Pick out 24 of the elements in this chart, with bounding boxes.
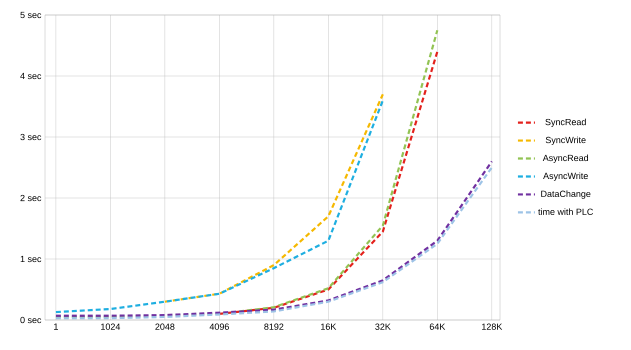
y-tick-label: 1 sec (20, 256, 42, 262)
y-tick-label: 2 sec (20, 194, 42, 202)
y-tick-label: 3 sec (20, 134, 42, 140)
x-tick-label: 2048 (155, 324, 174, 330)
y-tick-label: 4 sec (20, 72, 42, 80)
legend-label: AsyncRead (542, 154, 588, 163)
x-tick-label: 8192 (264, 324, 284, 330)
x-tick-label: 1 (54, 324, 58, 330)
legend-label: SyncRead (545, 118, 586, 127)
x-tick-label: 1024 (101, 324, 120, 330)
line-series (54, 99, 384, 314)
x-tick-label: 128K (482, 324, 502, 330)
legend-label: DataChange (541, 190, 590, 199)
x-tick-label: 16K (321, 324, 336, 330)
x-tick-label: 64K (430, 324, 446, 330)
x-tick-label: 32K (375, 324, 391, 330)
y-tick-label: 5 sec (20, 12, 42, 18)
y-tick-label: 0 sec (20, 316, 42, 324)
line-series (164, 93, 384, 303)
legend-label: SyncWrite (546, 136, 586, 145)
line-series (218, 50, 438, 315)
x-tick-label: 4096 (210, 324, 229, 330)
legend-label: AsyncWrite (543, 172, 588, 181)
legend-label: time with PLC (538, 208, 593, 215)
